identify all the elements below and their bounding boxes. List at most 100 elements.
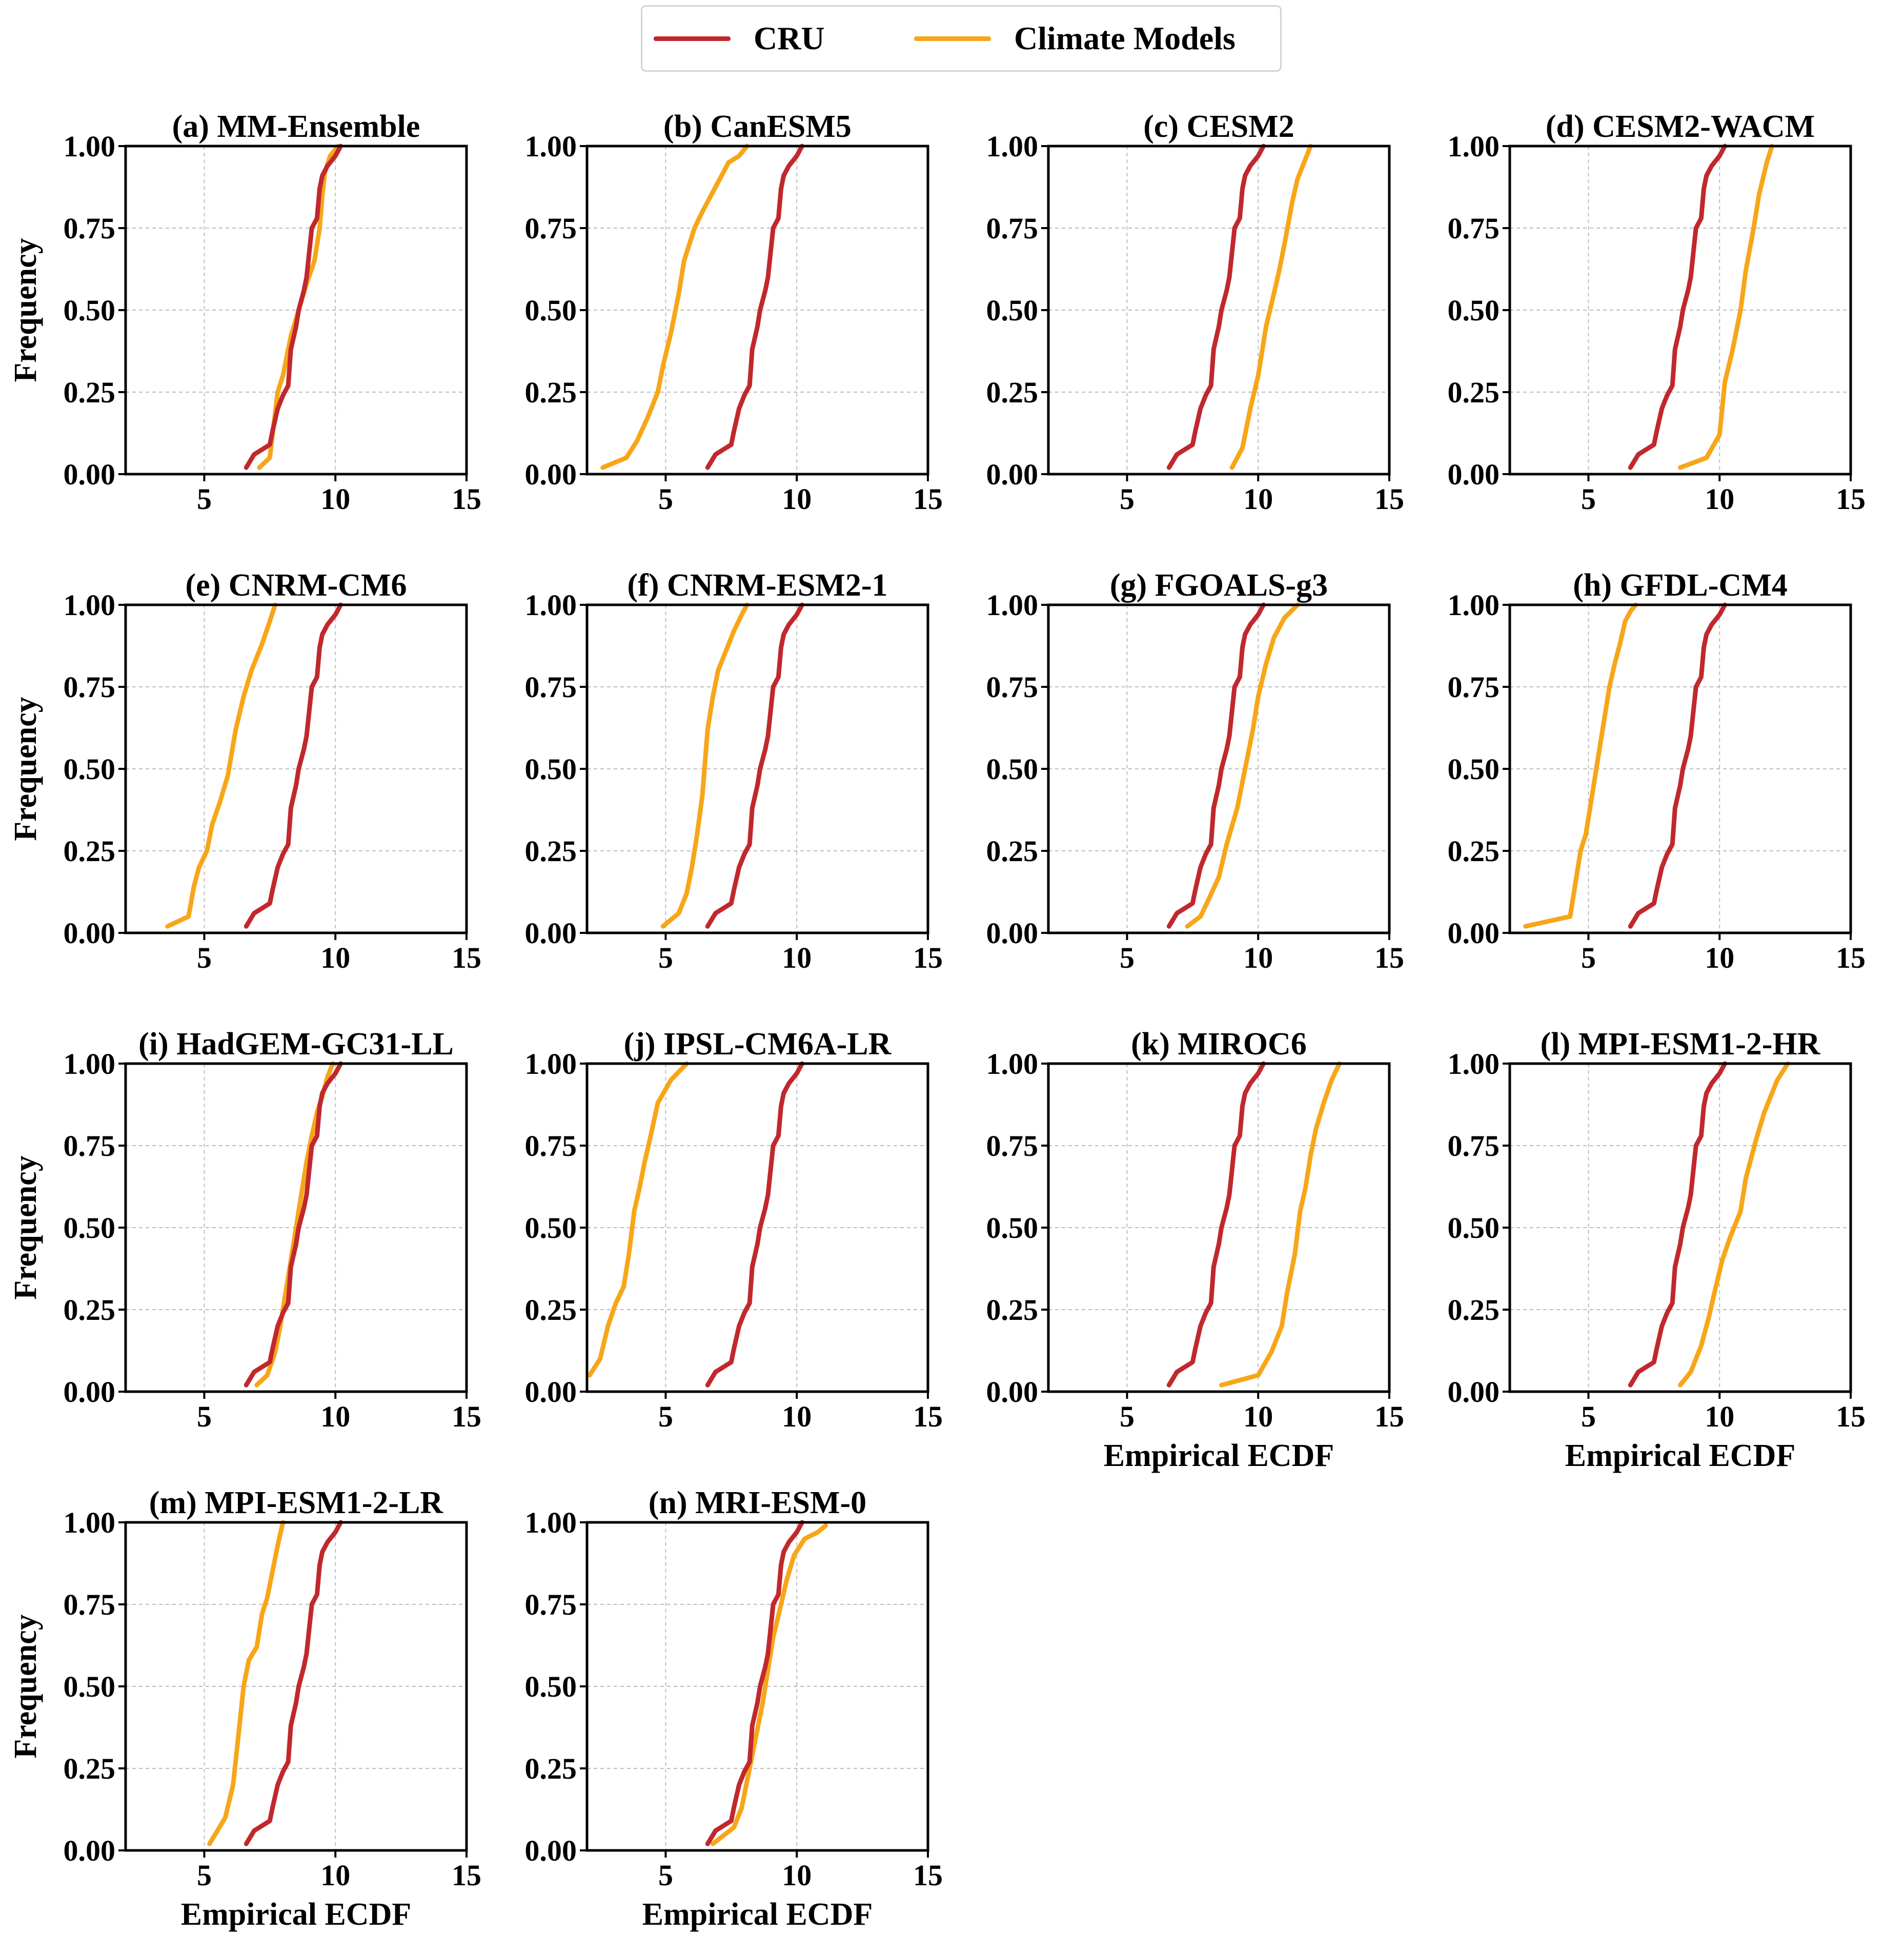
y-tick-label: 0.25 (1448, 1293, 1500, 1327)
y-tick-label: 0.50 (1448, 294, 1500, 327)
x-tick-label: 10 (782, 1400, 812, 1433)
y-axis-label: Frequency (8, 238, 43, 382)
y-tick-label: 0.25 (1448, 834, 1500, 868)
panel-12: 5 10 15 0.00 0.25 0.50 0.75 1.00 (l) MPI-ESM1-2-… (1448, 1027, 1866, 1473)
y-tick-label: 0.00 (525, 458, 577, 491)
series-cru-line (705, 1520, 804, 1846)
y-tick-label: 0.75 (1448, 212, 1500, 245)
x-axis-label: Empirical ECDF (642, 1897, 873, 1932)
series-climate-models-line (165, 602, 278, 929)
x-tick-label: 5 (1120, 482, 1135, 516)
x-tick-label: 10 (1243, 1400, 1273, 1433)
series-cru-line (1166, 144, 1266, 470)
y-tick-label: 0.50 (64, 294, 116, 327)
y-tick-label: 0.50 (64, 1670, 116, 1703)
series-cru-line (1166, 602, 1266, 929)
x-tick-label: 5 (1581, 941, 1596, 974)
x-tick-label: 15 (452, 1859, 481, 1892)
y-tick-label: 0.25 (525, 1752, 577, 1785)
y-tick-label: 1.00 (64, 1506, 116, 1539)
y-tick-label: 0.50 (986, 294, 1039, 327)
x-tick-label: 5 (658, 1859, 673, 1892)
panel-title: (n) MRI-ESM-0 (649, 1485, 866, 1520)
panel-title: (m) MPI-ESM1-2-LR (149, 1485, 444, 1520)
panel-title: (e) CNRM-CM6 (185, 568, 407, 603)
y-tick-label: 0.75 (986, 1129, 1039, 1163)
y-tick-label: 0.00 (64, 458, 116, 491)
panel-title: (a) MM-Ensemble (172, 109, 420, 144)
series-cru-line (705, 144, 804, 470)
x-tick-label: 15 (1374, 1400, 1404, 1433)
x-tick-label: 15 (913, 1859, 943, 1892)
y-tick-label: 0.75 (525, 212, 577, 245)
series-climate-models-line (600, 144, 750, 470)
y-tick-label: 0.75 (64, 1129, 116, 1163)
x-tick-label: 15 (452, 482, 481, 516)
series-cru-line (1628, 602, 1727, 929)
x-tick-label: 5 (658, 482, 673, 516)
y-tick-label: 0.25 (525, 376, 577, 409)
y-tick-label: 1.00 (1448, 1047, 1500, 1081)
y-tick-label: 1.00 (64, 588, 116, 622)
y-tick-label: 0.00 (525, 1834, 577, 1867)
legend-line-climate-models (914, 36, 991, 41)
x-tick-label: 15 (913, 1400, 943, 1433)
y-tick-label: 0.75 (986, 670, 1039, 704)
y-tick-label: 0.50 (525, 1670, 577, 1703)
panel-title: (j) IPSL-CM6A-LR (624, 1027, 892, 1062)
series-cru-line (1628, 144, 1727, 470)
series-cru-line (244, 1520, 343, 1846)
y-tick-label: 0.50 (64, 752, 116, 786)
series-climate-models-line (1523, 602, 1638, 929)
y-tick-label: 0.00 (1448, 458, 1500, 491)
series-cru-line (705, 1061, 804, 1388)
series-cru-line (244, 602, 343, 929)
y-tick-label: 0.75 (1448, 670, 1500, 704)
x-tick-label: 10 (320, 482, 350, 516)
panel-1: 5 10 15 0.00 0.25 0.50 0.75 1.00 (a) MM-Ensemble… (8, 109, 481, 516)
y-axis-label: Frequency (8, 697, 43, 841)
y-tick-label: 0.75 (986, 212, 1039, 245)
y-tick-label: 0.00 (1448, 916, 1500, 950)
x-tick-label: 5 (658, 941, 673, 974)
x-axis-label: Empirical ECDF (1565, 1438, 1795, 1473)
series-climate-models-line (207, 1520, 286, 1846)
series-climate-models-line (1219, 1061, 1342, 1388)
legend-label-cru: CRU (754, 20, 825, 56)
series-cru-line (705, 602, 804, 929)
panel-title: (f) CNRM-ESM2-1 (627, 568, 888, 603)
x-tick-label: 10 (320, 1400, 350, 1433)
panel-3: 5 10 15 0.00 0.25 0.50 0.75 1.00 (c) CESM2 (986, 109, 1405, 516)
x-tick-label: 15 (1836, 941, 1866, 974)
panel-9: 5 10 15 0.00 0.25 0.50 0.75 1.00 (i) HadGEM-GC31… (8, 1027, 481, 1433)
panel-13: 5 10 15 0.00 0.25 0.50 0.75 1.00 (m) MPI-ESM1-2-… (8, 1485, 481, 1932)
x-tick-label: 10 (1705, 941, 1734, 974)
y-tick-label: 0.25 (1448, 376, 1500, 409)
x-tick-label: 10 (782, 941, 812, 974)
panel-title: (l) MPI-ESM1-2-HR (1541, 1027, 1821, 1062)
y-tick-label: 0.00 (1448, 1375, 1500, 1409)
series-climate-models-line (1229, 144, 1313, 470)
series-cru-line (244, 144, 343, 470)
y-tick-label: 0.25 (525, 1293, 577, 1327)
y-tick-label: 0.25 (986, 1293, 1039, 1327)
x-tick-label: 10 (782, 1859, 812, 1892)
y-tick-label: 0.00 (986, 458, 1039, 491)
y-tick-label: 0.50 (525, 294, 577, 327)
legend-item-climate-models: Climate Models (914, 7, 1235, 70)
y-tick-label: 1.00 (986, 1047, 1039, 1081)
x-tick-label: 15 (1374, 941, 1404, 974)
y-tick-label: 0.75 (64, 212, 116, 245)
y-tick-label: 0.00 (986, 1375, 1039, 1409)
panel-2: 5 10 15 0.00 0.25 0.50 0.75 1.00 (b) CanESM5 (525, 109, 943, 516)
panel-14: 5 10 15 0.00 0.25 0.50 0.75 1.00 (n) MRI-ESM-0 Em… (525, 1485, 943, 1932)
y-tick-label: 1.00 (1448, 588, 1500, 622)
x-tick-label: 10 (1243, 941, 1273, 974)
panel-title: (i) HadGEM-GC31-LL (138, 1027, 454, 1062)
panel-title: (c) CESM2 (1143, 109, 1294, 144)
series-cru-line (1166, 1061, 1266, 1388)
x-tick-label: 5 (197, 482, 212, 516)
y-tick-label: 1.00 (525, 1506, 577, 1539)
panel-5: 5 10 15 0.00 0.25 0.50 0.75 1.00 (e) CNRM-CM6 Fre… (8, 568, 481, 974)
